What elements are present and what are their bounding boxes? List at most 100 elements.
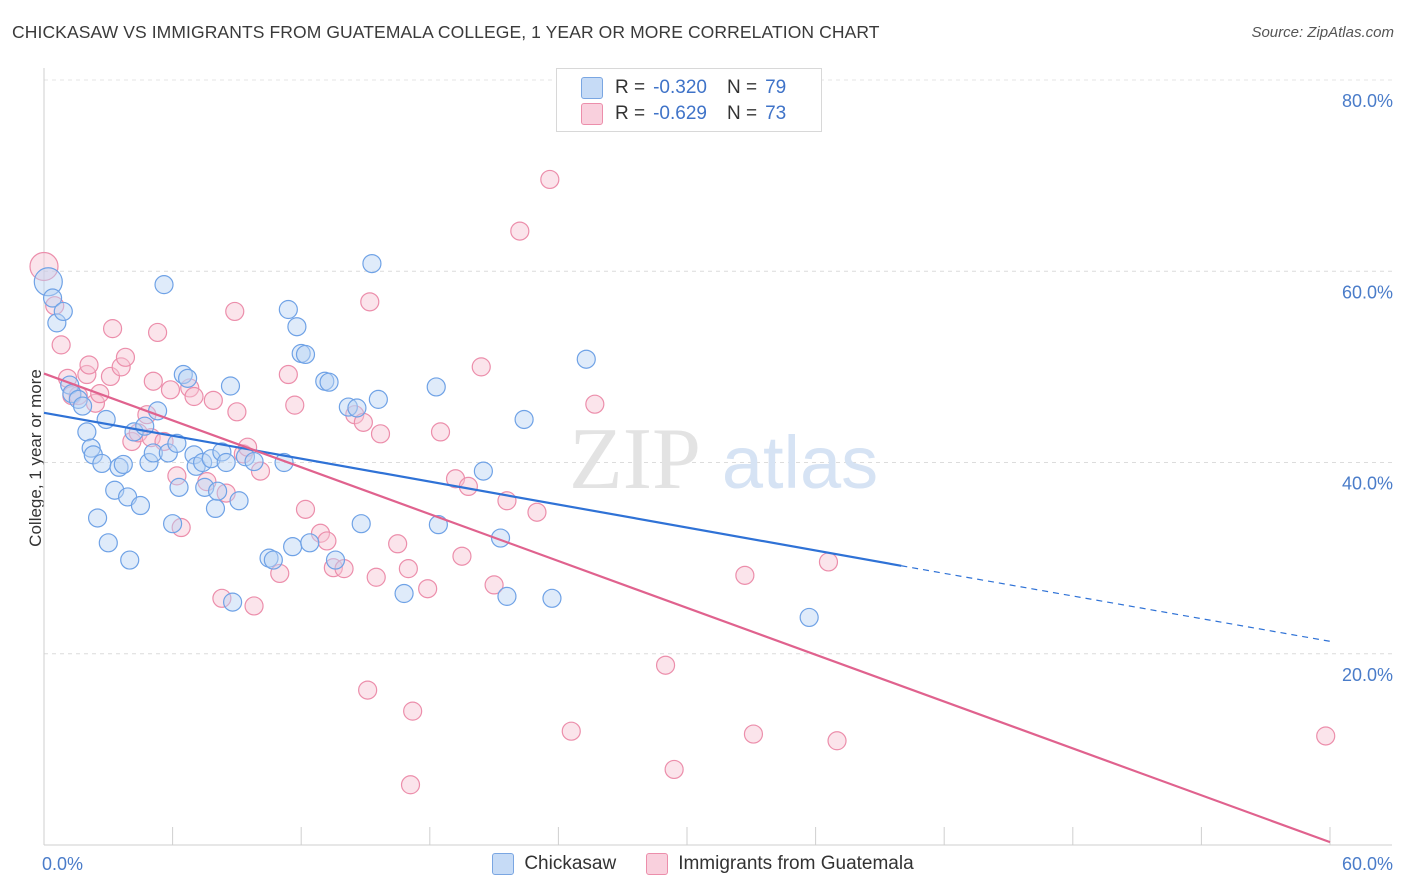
legend-row-chickasaw: R = -0.320 N = 79 <box>581 77 786 99</box>
guatemala-point <box>184 386 204 407</box>
chickasaw-trend-line <box>43 411 902 567</box>
watermark-zip: ZIP <box>569 411 701 508</box>
guatemala-point <box>323 558 343 578</box>
guatemala-point <box>250 461 271 481</box>
guatemala-point <box>664 759 684 780</box>
chickasaw-point <box>53 301 73 322</box>
chickasaw-point <box>274 452 294 473</box>
chickasaw-point <box>351 514 371 534</box>
guatemala-point <box>827 731 847 751</box>
x-tick-label: 60.0% <box>1342 854 1393 874</box>
guatemala-point <box>77 364 97 385</box>
chickasaw-point <box>287 317 307 337</box>
legend-label-chickasaw: Chickasaw <box>524 853 617 874</box>
guatemala-point <box>244 596 264 616</box>
chickasaw-point <box>514 409 534 430</box>
legend-item-chickasaw: Chickasaw <box>492 851 616 877</box>
series-legend: Chickasaw Immigrants from Guatemala <box>0 851 1406 877</box>
guatemala-point <box>655 655 676 675</box>
chickasaw-point <box>497 586 517 606</box>
guatemala-point <box>278 364 298 385</box>
chickasaw-point <box>263 550 283 570</box>
guatemala-point <box>430 422 451 442</box>
guatemala-point <box>102 319 123 339</box>
chickasaw-point <box>130 495 151 516</box>
chickasaw-point <box>139 452 159 473</box>
guatemala-point <box>471 357 491 377</box>
trend-lines <box>43 372 1331 844</box>
chickasaw-point <box>799 607 819 628</box>
axes <box>43 68 1392 846</box>
watermark-atlas: atlas <box>722 421 878 504</box>
legend-n-value: 73 <box>765 103 787 124</box>
chickasaw-point <box>154 275 174 295</box>
chickasaw-point <box>92 453 112 474</box>
guatemala-point <box>100 366 121 387</box>
guatemala-point <box>203 390 223 410</box>
guatemala-point <box>360 292 380 312</box>
chart-title: CHICKASAW VS IMMIGRANTS FROM GUATEMALA C… <box>12 22 880 42</box>
guatemala-point <box>317 531 337 551</box>
chickasaw-point <box>220 376 241 396</box>
chickasaw-point <box>163 514 183 534</box>
guatemala-point <box>388 534 408 554</box>
guatemala-point <box>227 402 247 422</box>
chickasaw-point <box>205 498 226 518</box>
chickasaw-trend-extension <box>901 565 1331 642</box>
guatemala-point <box>398 559 418 579</box>
correlation-legend: R = -0.320 N = 79 R = -0.629 N = 73 <box>556 68 822 132</box>
legend-r-label: R = <box>615 77 646 98</box>
y-tick-label: 60.0% <box>1342 282 1393 302</box>
guatemala-trend-line <box>43 372 1331 844</box>
chickasaw-point <box>98 533 118 553</box>
chickasaw-point <box>77 422 97 442</box>
legend-r-label: R = <box>615 103 646 124</box>
source-note: Source: ZipAtlas.com <box>1251 24 1394 41</box>
chickasaw-point <box>428 515 448 535</box>
chickasaw-point <box>212 442 232 462</box>
chickasaw-point <box>72 396 93 416</box>
gridlines <box>44 79 1392 655</box>
legend-swatch-guatemala <box>646 853 669 875</box>
chickasaw-point <box>347 398 367 418</box>
chickasaw-point <box>178 368 198 388</box>
chickasaw-point <box>283 537 303 557</box>
chickasaw-point <box>319 372 339 392</box>
chickasaw-point <box>169 477 189 497</box>
chickasaw-point <box>542 588 562 608</box>
chickasaw-point <box>216 452 236 473</box>
guatemala-point <box>79 355 99 375</box>
legend-item-guatemala: Immigrants from Guatemala <box>646 851 914 877</box>
guatemala-point <box>418 579 438 599</box>
chickasaw-point <box>201 449 221 469</box>
chickasaw-point <box>42 288 63 308</box>
guatemala-point <box>167 466 187 486</box>
legend-swatch-chickasaw <box>581 77 603 99</box>
chickasaw-point <box>473 461 493 481</box>
chickasaw-point <box>120 550 140 570</box>
guatemala-point <box>527 502 547 522</box>
guatemala-point <box>295 499 316 519</box>
chickasaw-point <box>576 349 596 369</box>
guatemala-point <box>1316 726 1336 746</box>
chickasaw-point <box>325 550 346 570</box>
guatemala-point <box>370 424 391 444</box>
chickasaw-point <box>278 299 298 320</box>
y-tick-label: 40.0% <box>1342 474 1393 494</box>
chickasaw-point <box>368 389 388 409</box>
chickasaw-point <box>143 443 163 463</box>
guatemala-point <box>743 724 764 744</box>
chickasaw-point <box>167 433 187 453</box>
legend-r-value: -0.320 <box>653 77 707 98</box>
chickasaw-point <box>426 377 446 397</box>
guatemala-point <box>561 721 581 741</box>
y-tick-label: 80.0% <box>1342 91 1393 111</box>
chickasaw-point <box>229 491 249 511</box>
tick-labels: 20.0% 40.0% 60.0% 80.0% 0.0% 60.0% <box>42 91 1393 874</box>
guatemala-point <box>510 221 530 241</box>
chickasaw-point <box>47 313 67 333</box>
chickasaw-point <box>362 254 382 274</box>
guatemala-point <box>115 347 136 367</box>
guatemala-point <box>403 701 423 721</box>
